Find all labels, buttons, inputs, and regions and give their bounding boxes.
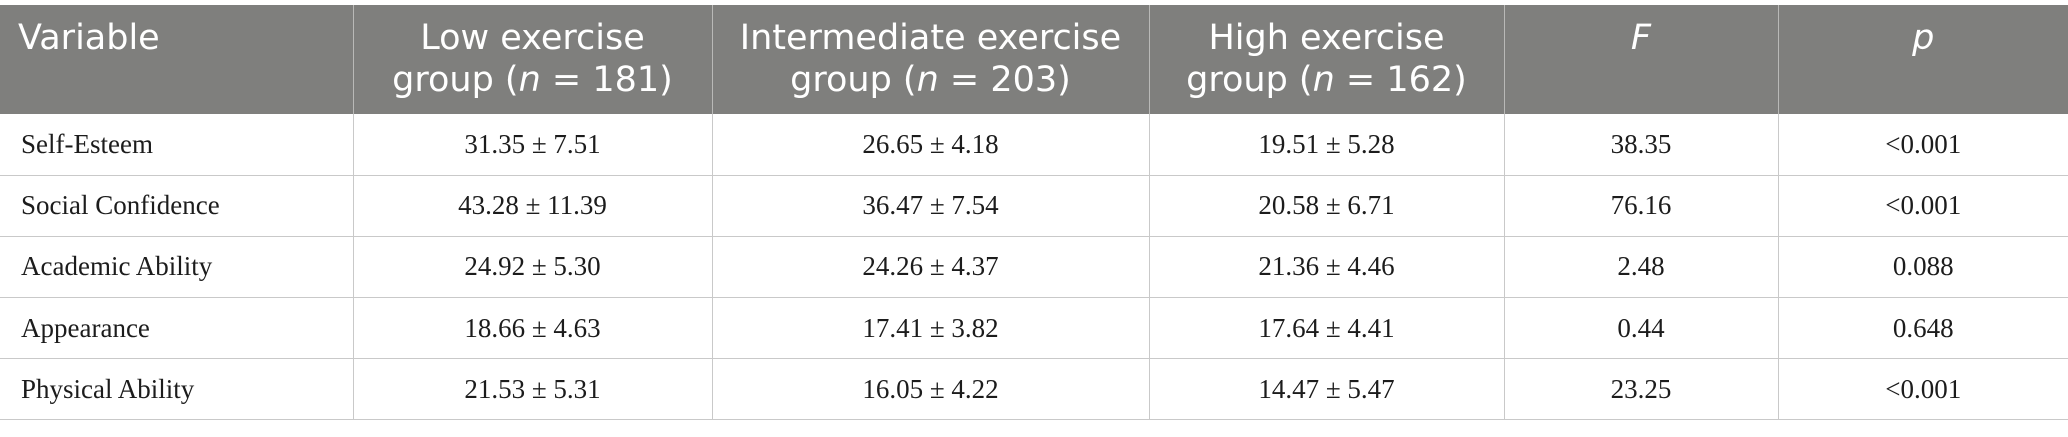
header-f-statistic: F: [1503, 5, 1778, 114]
header-p-value: p: [1777, 5, 2068, 114]
cell-variable: Self-Esteem: [0, 114, 353, 176]
cell-f-value: 0.44: [1503, 297, 1778, 360]
cell-intermediate-exercise: 26.65 ± 4.18: [711, 114, 1149, 176]
cell-f-value: 2.48: [1503, 236, 1778, 299]
table-row: Academic Ability 24.92 ± 5.30 24.26 ± 4.…: [0, 236, 2068, 299]
cell-intermediate-exercise: 17.41 ± 3.82: [711, 297, 1149, 360]
cell-low-exercise: 43.28 ± 11.39: [352, 175, 712, 237]
cell-f-value: 23.25: [1503, 358, 1778, 421]
cell-low-exercise: 24.92 ± 5.30: [352, 236, 712, 299]
cell-high-exercise: 21.36 ± 4.46: [1148, 236, 1504, 299]
cell-variable: Social Confidence: [0, 175, 353, 237]
cell-p-value: <0.001: [1777, 358, 2068, 421]
table-row: Physical Ability 21.53 ± 5.31 16.05 ± 4.…: [0, 358, 2068, 421]
table-body: Self-Esteem 31.35 ± 7.51 26.65 ± 4.18 19…: [0, 114, 2068, 421]
cell-low-exercise: 31.35 ± 7.51: [352, 114, 712, 176]
table-row: Social Confidence 43.28 ± 11.39 36.47 ± …: [0, 175, 2068, 237]
cell-p-value: <0.001: [1777, 175, 2068, 237]
cell-p-value: 0.648: [1777, 297, 2068, 360]
cell-intermediate-exercise: 16.05 ± 4.22: [711, 358, 1149, 421]
cell-high-exercise: 14.47 ± 5.47: [1148, 358, 1504, 421]
cell-variable: Academic Ability: [0, 236, 353, 299]
header-low-exercise-group: Low exercise group (n = 181): [352, 5, 712, 114]
table-row: Self-Esteem 31.35 ± 7.51 26.65 ± 4.18 19…: [0, 114, 2068, 176]
header-high-exercise-group: High exercise group (n = 162): [1148, 5, 1504, 114]
header-row: Variable Low exercise group (n = 181) In…: [0, 5, 2068, 114]
header-intermediate-exercise-group: Intermediate exercise group (n = 203): [711, 5, 1149, 114]
cell-variable: Appearance: [0, 297, 353, 360]
cell-low-exercise: 21.53 ± 5.31: [352, 358, 712, 421]
cell-f-value: 76.16: [1503, 175, 1778, 237]
data-table: Variable Low exercise group (n = 181) In…: [0, 5, 2068, 421]
cell-intermediate-exercise: 24.26 ± 4.37: [711, 236, 1149, 299]
cell-intermediate-exercise: 36.47 ± 7.54: [711, 175, 1149, 237]
cell-low-exercise: 18.66 ± 4.63: [352, 297, 712, 360]
cell-high-exercise: 17.64 ± 4.41: [1148, 297, 1504, 360]
cell-high-exercise: 19.51 ± 5.28: [1148, 114, 1504, 176]
cell-p-value: <0.001: [1777, 114, 2068, 176]
header-variable: Variable: [18, 18, 160, 58]
cell-p-value: 0.088: [1777, 236, 2068, 299]
table-row: Appearance 18.66 ± 4.63 17.41 ± 3.82 17.…: [0, 297, 2068, 360]
table-header: Variable Low exercise group (n = 181) In…: [0, 5, 2068, 114]
cell-high-exercise: 20.58 ± 6.71: [1148, 175, 1504, 237]
cell-f-value: 38.35: [1503, 114, 1778, 176]
cell-variable: Physical Ability: [0, 358, 353, 421]
